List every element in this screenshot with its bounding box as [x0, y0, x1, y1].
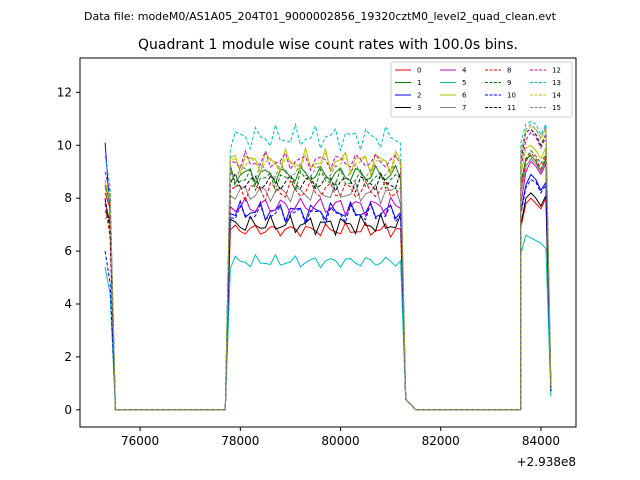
series-line-2 [104, 142, 552, 411]
legend-label-6: 6 [462, 92, 467, 100]
series-line-9 [104, 149, 552, 411]
series-line-0 [104, 192, 552, 411]
series-line-7 [104, 157, 552, 411]
series-line-5 [104, 234, 552, 411]
chart-title: Quadrant 1 module wise count rates with … [138, 37, 518, 53]
y-tick-label: 0 [64, 403, 72, 417]
plot-frame [79, 57, 577, 428]
legend-label-8: 8 [507, 67, 511, 75]
series-layer [104, 120, 552, 411]
legend-label-3: 3 [417, 104, 421, 112]
series-line-14 [104, 126, 552, 411]
x-offset-label: +2.938e8 [517, 455, 576, 469]
x-tick-label: 80000 [321, 434, 359, 448]
x-tick-label: 78000 [221, 434, 259, 448]
legend-label-5: 5 [462, 79, 466, 87]
legend-label-4: 4 [462, 67, 467, 75]
series-line-4 [104, 160, 552, 411]
y-tick-label: 6 [64, 244, 72, 258]
series-line-15 [104, 123, 552, 411]
legend-label-15: 15 [552, 104, 561, 112]
series-line-3 [104, 192, 552, 411]
series-line-1 [104, 155, 552, 411]
legend-label-1: 1 [417, 79, 421, 87]
legend-label-7: 7 [462, 104, 466, 112]
x-tick-label: 76000 [121, 434, 159, 448]
series-line-11 [104, 128, 552, 411]
legend-label-2: 2 [417, 92, 421, 100]
legend-label-11: 11 [507, 104, 516, 112]
legend-label-9: 9 [507, 79, 511, 87]
legend-frame [390, 61, 573, 118]
x-tick-label: 82000 [422, 434, 460, 448]
axis-ticks: 76000 78000 80000 82000 84000 0 2 4 6 8 10 12 [57, 85, 560, 448]
chart-suptitle: Data file: modeM0/AS1A05_204T01_90000028… [84, 10, 557, 23]
series-line-8 [104, 152, 552, 411]
legend-label-14: 14 [552, 92, 561, 100]
y-tick-label: 12 [57, 85, 72, 99]
y-tick-label: 8 [64, 191, 72, 205]
legend-label-13: 13 [552, 79, 561, 87]
y-tick-label: 2 [64, 350, 72, 364]
legend-label-10: 10 [507, 92, 516, 100]
series-line-10 [104, 179, 552, 411]
series-line-12 [104, 131, 552, 411]
x-tick-label: 84000 [522, 434, 560, 448]
legend-label-12: 12 [552, 67, 561, 75]
y-tick-label: 4 [64, 297, 72, 311]
legend-label-0: 0 [417, 67, 421, 75]
y-tick-label: 10 [57, 138, 72, 152]
